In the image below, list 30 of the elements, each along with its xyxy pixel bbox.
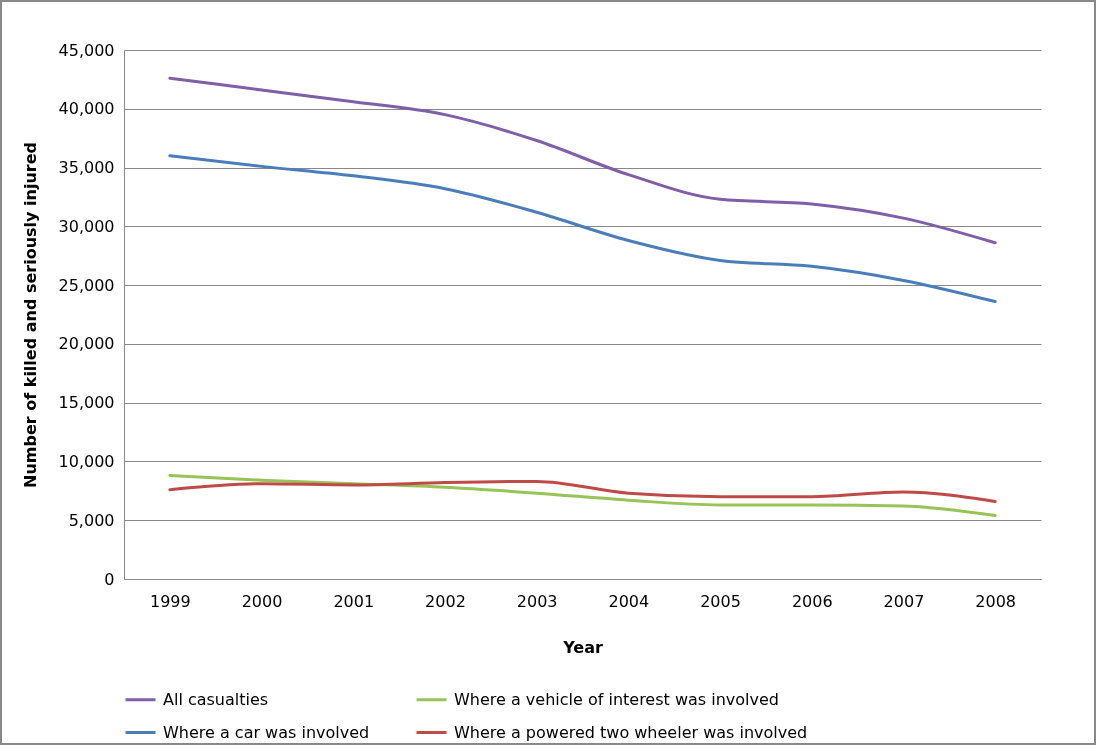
line-series	[168, 474, 997, 518]
line-series	[168, 76, 997, 245]
y-tick-label: 30,000	[58, 216, 115, 236]
x-tick-label: 2000	[241, 591, 283, 611]
legend-label: Where a vehicle of interest was involved	[454, 689, 779, 709]
y-tick-label: 20,000	[58, 334, 115, 354]
y-tick-label: 10,000	[58, 451, 115, 471]
x-axis-title: Year	[562, 637, 603, 657]
legend-label: All casualties	[163, 689, 269, 709]
legend-label: Where a car was involved	[163, 722, 370, 742]
x-tick-label: 2008	[975, 591, 1017, 611]
y-tick-label: 35,000	[58, 158, 115, 178]
line-series	[168, 479, 997, 503]
legend-label: Where a powered two wheeler was involved	[454, 722, 808, 742]
x-tick-label: 2005	[700, 591, 741, 611]
x-tick-label: 2006	[791, 591, 833, 611]
y-tick-label: 15,000	[58, 393, 115, 413]
x-tick-label: 1999	[149, 591, 191, 611]
x-tick-label: 2004	[608, 591, 650, 611]
y-tick-label: 40,000	[58, 99, 115, 119]
x-tick-label: 2002	[425, 591, 466, 611]
y-axis-title: Number of killed and seriously injured	[20, 141, 40, 489]
x-tick-label: 2001	[333, 591, 375, 611]
x-tick-label: 2007	[883, 591, 925, 611]
y-tick-label: 25,000	[58, 275, 115, 295]
y-tick-label: 45,000	[58, 40, 115, 60]
x-tick-label: 2003	[516, 591, 558, 611]
y-tick-label: 5,000	[68, 510, 115, 530]
line-series	[168, 154, 997, 304]
y-tick-label: 0	[104, 569, 115, 589]
